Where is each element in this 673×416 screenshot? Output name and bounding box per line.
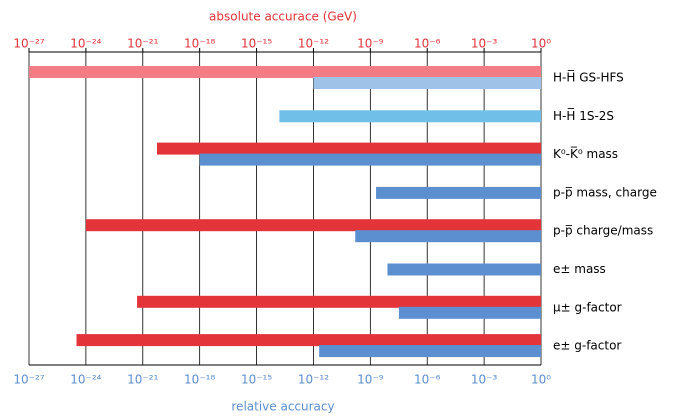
bar xyxy=(156,142,541,155)
category-label: K⁰-K̅⁰ mass xyxy=(553,146,618,161)
category-label: H-H̅ 1S-2S xyxy=(553,108,614,123)
category-label: μ± g-factor xyxy=(553,300,622,314)
x2-tick-label: 10⁰ xyxy=(531,37,551,51)
x-tick-label: 10⁻¹² xyxy=(298,373,329,387)
x2-tick-label: 10⁻⁶ xyxy=(414,37,441,51)
x-tick-label: 10⁻¹⁸ xyxy=(184,373,215,387)
bar xyxy=(387,263,541,276)
x-tick-label: 10⁰ xyxy=(531,373,551,387)
bar xyxy=(319,345,541,358)
x2-tick-label: 10⁻²⁴ xyxy=(70,37,101,51)
x2-tick-label: 10⁻⁹ xyxy=(357,37,384,51)
category-label: H-H̅ GS-HFS xyxy=(553,69,624,84)
bar xyxy=(398,306,541,319)
bar xyxy=(137,295,542,308)
x2-tick-label: 10⁻²¹ xyxy=(127,37,158,51)
x-tick-label: 10⁻⁹ xyxy=(357,373,384,387)
x-tick-label: 10⁻³ xyxy=(471,373,498,387)
bar xyxy=(355,230,541,243)
category-label: p-p̅ mass, charge xyxy=(553,185,657,199)
bar xyxy=(85,219,541,232)
x-tick-label: 10⁻²¹ xyxy=(127,373,158,387)
category-label: e± g-factor xyxy=(553,339,621,353)
x-tick-label: 10⁻²⁴ xyxy=(70,373,101,387)
bar xyxy=(29,66,541,78)
x-tick-label: 10⁻⁶ xyxy=(414,373,441,387)
bottom-axis-title: relative accuracy xyxy=(231,400,334,414)
bar xyxy=(376,186,541,199)
x2-tick-label: 10⁻¹⁸ xyxy=(184,37,215,51)
x2-tick-label: 10⁻²⁷ xyxy=(13,37,44,51)
x-tick-label: 10⁻¹⁵ xyxy=(241,373,272,387)
x2-tick-label: 10⁻³ xyxy=(471,37,498,51)
bar xyxy=(76,334,541,347)
x2-tick-label: 10⁻¹² xyxy=(298,37,329,51)
bar xyxy=(313,77,541,89)
top-axis-title: absolute accurace (GeV) xyxy=(209,10,357,24)
bar xyxy=(199,153,541,166)
category-label: e± mass xyxy=(553,262,606,276)
bar xyxy=(279,110,541,123)
category-label: p-p̅ charge/mass xyxy=(553,224,653,238)
x-tick-label: 10⁻²⁷ xyxy=(13,373,44,387)
x2-tick-label: 10⁻¹⁵ xyxy=(241,37,272,51)
